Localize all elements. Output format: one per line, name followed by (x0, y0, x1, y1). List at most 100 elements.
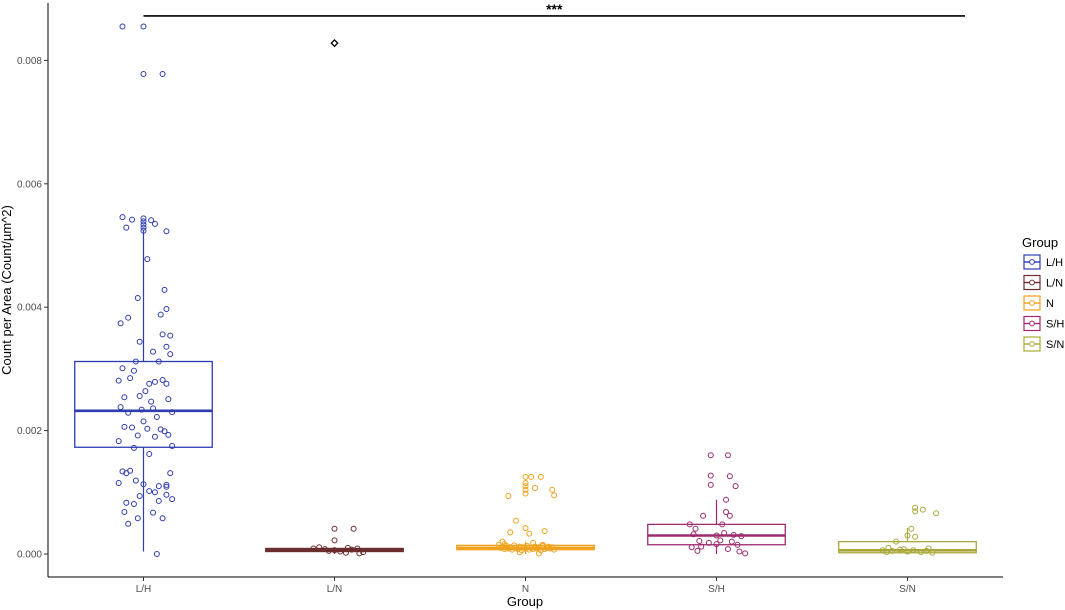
data-point (696, 538, 703, 545)
data-point (912, 508, 919, 515)
data-point (134, 515, 141, 522)
data-point (507, 529, 514, 536)
data-point (146, 380, 153, 387)
data-point (910, 547, 917, 554)
data-point (707, 452, 714, 459)
data-point (505, 493, 512, 500)
data-point (707, 472, 714, 479)
data-point (140, 218, 147, 225)
data-point (130, 444, 137, 451)
data-point (150, 509, 157, 516)
data-point (717, 537, 724, 544)
data-point (688, 544, 695, 551)
y-axis-title: Count per Area (Count/µm^2) (0, 205, 14, 375)
data-point (686, 521, 693, 528)
y-tick-label: 0.002 (17, 426, 42, 437)
data-point (140, 215, 147, 222)
data-point (163, 491, 170, 498)
data-point (545, 543, 552, 550)
data-point (163, 481, 170, 488)
data-point (360, 549, 367, 556)
data-point (721, 530, 728, 537)
data-point (125, 314, 132, 321)
data-point (136, 338, 143, 345)
data-point (125, 409, 132, 416)
significance-annotation: *** (143, 1, 965, 17)
data-point (724, 452, 731, 459)
data-point (912, 504, 919, 511)
points-l-n (310, 525, 367, 557)
data-point (522, 473, 529, 480)
legend-label: L/H (1046, 257, 1063, 269)
data-point (522, 525, 529, 532)
data-point (310, 545, 317, 552)
data-point (724, 546, 731, 553)
data-point (115, 377, 122, 384)
data-point (331, 537, 338, 544)
legend-key-point (1029, 320, 1035, 327)
legend-item-n: N (1023, 295, 1054, 311)
data-point (153, 414, 160, 421)
data-point (889, 547, 896, 554)
data-point (167, 351, 174, 358)
data-point (912, 533, 919, 540)
data-point (134, 294, 141, 301)
data-point (541, 528, 548, 535)
data-point (151, 489, 158, 496)
box (74, 360, 213, 448)
data-point (734, 541, 741, 548)
data-point (159, 515, 166, 522)
points-s-n (879, 504, 940, 556)
data-point (165, 431, 172, 438)
data-point (121, 509, 128, 516)
data-point (117, 320, 124, 327)
data-point (929, 549, 936, 556)
data-point (142, 388, 149, 395)
data-point (512, 517, 519, 524)
data-point (325, 547, 332, 554)
data-point (159, 377, 166, 384)
y-tick-label: 0.000 (17, 550, 42, 561)
data-point (150, 348, 157, 355)
data-point (144, 425, 151, 432)
data-point (919, 506, 926, 513)
data-point (726, 473, 733, 480)
legend-key-point (1029, 341, 1035, 347)
data-point (331, 547, 338, 554)
data-point (167, 332, 174, 339)
data-point (155, 483, 162, 490)
data-point (132, 477, 139, 484)
legend-label: S/H (1046, 319, 1064, 331)
data-point (316, 544, 323, 551)
data-point (150, 405, 157, 412)
data-point (522, 480, 529, 487)
data-point (551, 546, 558, 553)
data-point (138, 406, 145, 413)
data-point (130, 501, 137, 508)
data-point (893, 538, 900, 545)
data-point (136, 393, 143, 400)
data-point (532, 484, 539, 491)
data-point (127, 375, 134, 382)
data-point (159, 331, 166, 338)
points-s-h (686, 452, 749, 557)
data-point (123, 224, 130, 231)
data-point (151, 220, 158, 227)
data-point (151, 378, 158, 385)
data-point (690, 531, 697, 538)
data-point (169, 443, 176, 450)
legend-key-point (1029, 279, 1035, 286)
box-group-s-h (647, 499, 786, 554)
legend-item-l-n: L/N (1023, 274, 1063, 291)
data-point (140, 418, 147, 425)
data-point (155, 497, 162, 504)
data-point (933, 510, 940, 517)
data-point (350, 525, 357, 532)
data-point (119, 23, 126, 30)
data-point (167, 470, 174, 477)
data-point (522, 490, 529, 497)
data-point (115, 438, 122, 445)
data-point (526, 546, 533, 553)
data-point (896, 546, 903, 553)
